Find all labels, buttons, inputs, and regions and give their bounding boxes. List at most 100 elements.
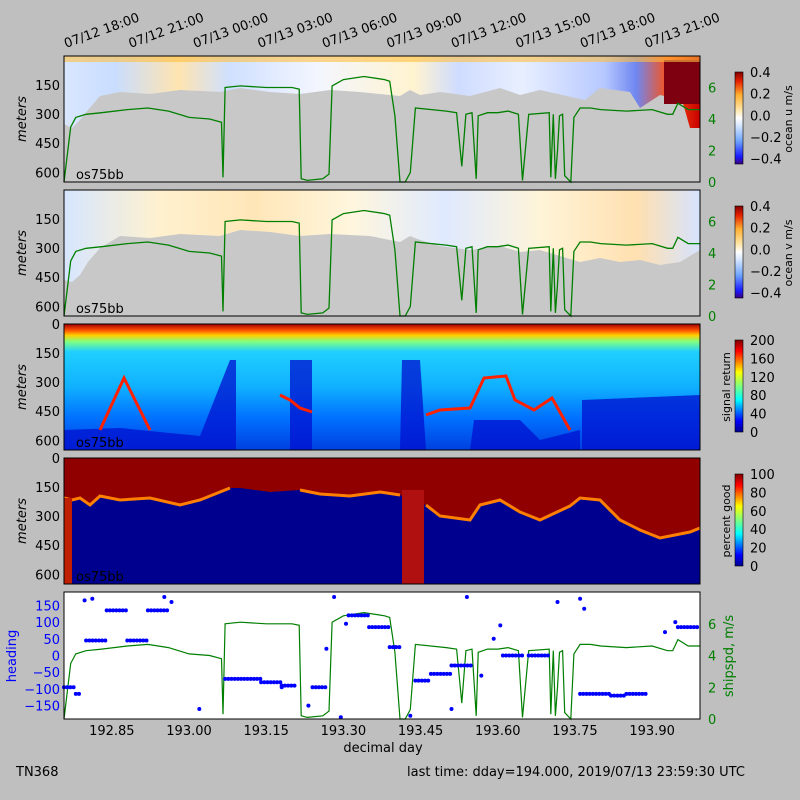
heading-point <box>320 685 325 690</box>
heading-point <box>498 623 503 628</box>
speed-tick-label: 4 <box>708 247 716 262</box>
instrument-label: os75bb <box>76 168 124 183</box>
heading-point <box>643 691 648 696</box>
heading-point <box>590 691 595 696</box>
heading-point <box>68 685 73 690</box>
speed-tick-labels: 6 4 2 0 <box>708 82 716 192</box>
heading-point <box>673 620 678 625</box>
heading-point <box>158 608 163 613</box>
colorbar-tick-label: −0.4 <box>750 153 782 168</box>
heading-point <box>161 608 166 613</box>
heading-point <box>90 638 95 643</box>
heading-point <box>441 671 446 676</box>
heading-point <box>423 678 427 683</box>
heading-point <box>169 600 174 604</box>
heading-point <box>419 678 424 683</box>
heading-point <box>452 663 457 668</box>
heading-point <box>349 613 354 618</box>
heading-tick-label: −150 <box>24 700 60 715</box>
heading-point <box>104 608 109 613</box>
heading-point <box>316 685 321 690</box>
heading-point <box>448 671 453 676</box>
heading-point <box>258 676 263 681</box>
depth-tick-label: 600 <box>35 434 60 449</box>
heading-point <box>479 673 484 678</box>
heading-point <box>346 613 351 618</box>
depth-tick-label: 0 <box>52 318 60 333</box>
cruise-id: TN368 <box>15 765 58 780</box>
x-axis-label: decimal day <box>343 741 423 756</box>
y-axis-label: meters <box>15 364 30 410</box>
colorbar-tick-label: −0.2 <box>750 131 782 146</box>
heading-point <box>138 638 143 643</box>
colorbar-tick-label: 0.4 <box>750 200 771 215</box>
heading-point <box>373 625 378 630</box>
speed-tick-label: 0 <box>708 713 716 728</box>
depth-tick-label: 150 <box>35 347 60 362</box>
heading-point <box>114 608 119 613</box>
depth-tick-label: 300 <box>35 376 60 391</box>
heading-point <box>262 680 267 685</box>
heading-point <box>362 613 367 618</box>
heading-point <box>268 680 273 685</box>
heading-point <box>282 683 287 688</box>
heading-point <box>640 691 645 696</box>
heading-point <box>612 693 617 698</box>
colorbar-ticks: 0.4 0.2 0.0 −0.2 −0.4 <box>750 200 782 302</box>
depth-tick-label: 600 <box>35 166 60 181</box>
decimal-day-tick-label: 193.45 <box>398 724 444 739</box>
heading-point <box>73 691 78 696</box>
heading-point <box>117 608 122 613</box>
heading-point <box>533 653 538 658</box>
heading-point <box>600 691 605 696</box>
heading-point <box>359 613 364 618</box>
heading-point <box>609 693 613 698</box>
heading-point <box>685 625 690 630</box>
full-depth-column <box>402 490 424 584</box>
decimal-day-tick-label: 193.75 <box>552 724 598 739</box>
depth-tick-label: 600 <box>35 300 60 315</box>
heading-point <box>141 638 146 643</box>
heading-point <box>155 608 160 613</box>
heading-point <box>65 685 70 690</box>
heading-point <box>594 691 599 696</box>
panel-signal-return: 0 150 300 450 600 os75bb meters 200 160 120 80 4… <box>15 318 775 451</box>
heading-point <box>306 703 311 708</box>
heading-point <box>71 685 76 690</box>
speed-tick-label: 6 <box>708 618 716 633</box>
colorbar-ticks: 200 160 120 80 40 0 <box>750 334 775 441</box>
speed-tick-labels: 6 4 2 0 <box>708 216 716 326</box>
heading-point <box>310 685 315 690</box>
heading-point <box>344 621 348 626</box>
y-axis-label: meters <box>15 230 30 276</box>
colorbar-tick-label: 0.0 <box>750 109 771 124</box>
heading-point <box>289 683 294 688</box>
depth-tick-label: 450 <box>35 539 60 554</box>
plot-frame <box>63 591 701 720</box>
heading-point <box>255 676 260 681</box>
heading-point <box>578 691 583 696</box>
heading-point <box>386 625 391 630</box>
heading-tick-label: 50 <box>43 633 60 648</box>
plot-area <box>64 592 700 719</box>
heading-point <box>630 691 635 696</box>
heading-point <box>545 653 550 658</box>
heading-point <box>229 676 234 681</box>
colorbar-label: percent good <box>720 484 733 557</box>
heading-point <box>615 693 620 698</box>
heading-point <box>96 638 101 643</box>
heading-point <box>500 653 505 658</box>
heading-point <box>637 691 642 696</box>
colorbar-tick-label: 0.2 <box>750 222 771 237</box>
heading-point <box>111 608 116 613</box>
heading-point <box>387 645 392 650</box>
heading-point <box>279 685 284 690</box>
heading-point <box>324 646 329 651</box>
heading-point <box>397 645 402 650</box>
heading-point <box>82 598 87 603</box>
heading-point <box>491 636 496 641</box>
heading-point <box>107 608 112 613</box>
heading-point <box>271 680 276 685</box>
